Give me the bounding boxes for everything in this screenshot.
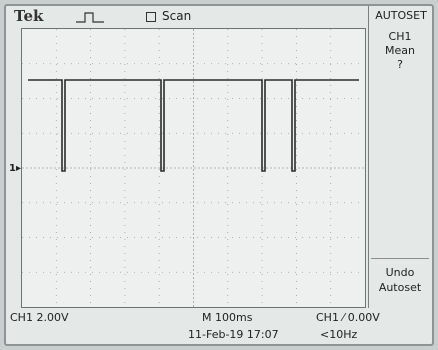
waveform-display: [21, 28, 366, 308]
ch1-mean-line3: ?: [397, 58, 403, 71]
waveform-grid: [22, 29, 365, 307]
autoset-menu-title: AUTOSET: [375, 9, 427, 22]
oscilloscope-screen: Tek Scan 1▸ AUTOSET CH1 Mean ? Undo Auto…: [4, 4, 434, 346]
timebase-readout: M 100ms: [202, 311, 253, 324]
undo-autoset-button[interactable]: Undo Autoset: [371, 258, 429, 302]
ch1-mean-line1: CH1: [388, 30, 412, 43]
scan-checkbox[interactable]: [146, 12, 156, 22]
undo-autoset-line2: Autoset: [378, 281, 422, 294]
date-time-readout: 11-Feb-19 17:07: [188, 328, 279, 341]
top-status-bar: Tek Scan: [6, 6, 368, 28]
brand-logo: Tek: [14, 7, 44, 25]
channel1-ground-marker: 1▸: [9, 163, 21, 174]
pulse-icon: [76, 12, 104, 23]
bottom-status-bar: CH1 2.00V M 100ms CH1 ⁄ 0.00V 11-Feb-19 …: [6, 308, 432, 344]
ch1-mean-option[interactable]: CH1 Mean ?: [371, 26, 429, 96]
undo-autoset-line1: Undo: [385, 266, 415, 279]
ch1-waveform-trace: [28, 79, 359, 172]
frequency-readout: <10Hz: [320, 328, 358, 341]
ch1-mean-line2: Mean: [385, 44, 415, 57]
ch1-scale-readout: CH1 2.00V: [10, 311, 69, 324]
trigger-readout: CH1 ⁄ 0.00V: [316, 311, 380, 324]
scan-label: Scan: [162, 9, 192, 23]
menu-panel: AUTOSET CH1 Mean ? Undo Autoset: [368, 6, 432, 308]
